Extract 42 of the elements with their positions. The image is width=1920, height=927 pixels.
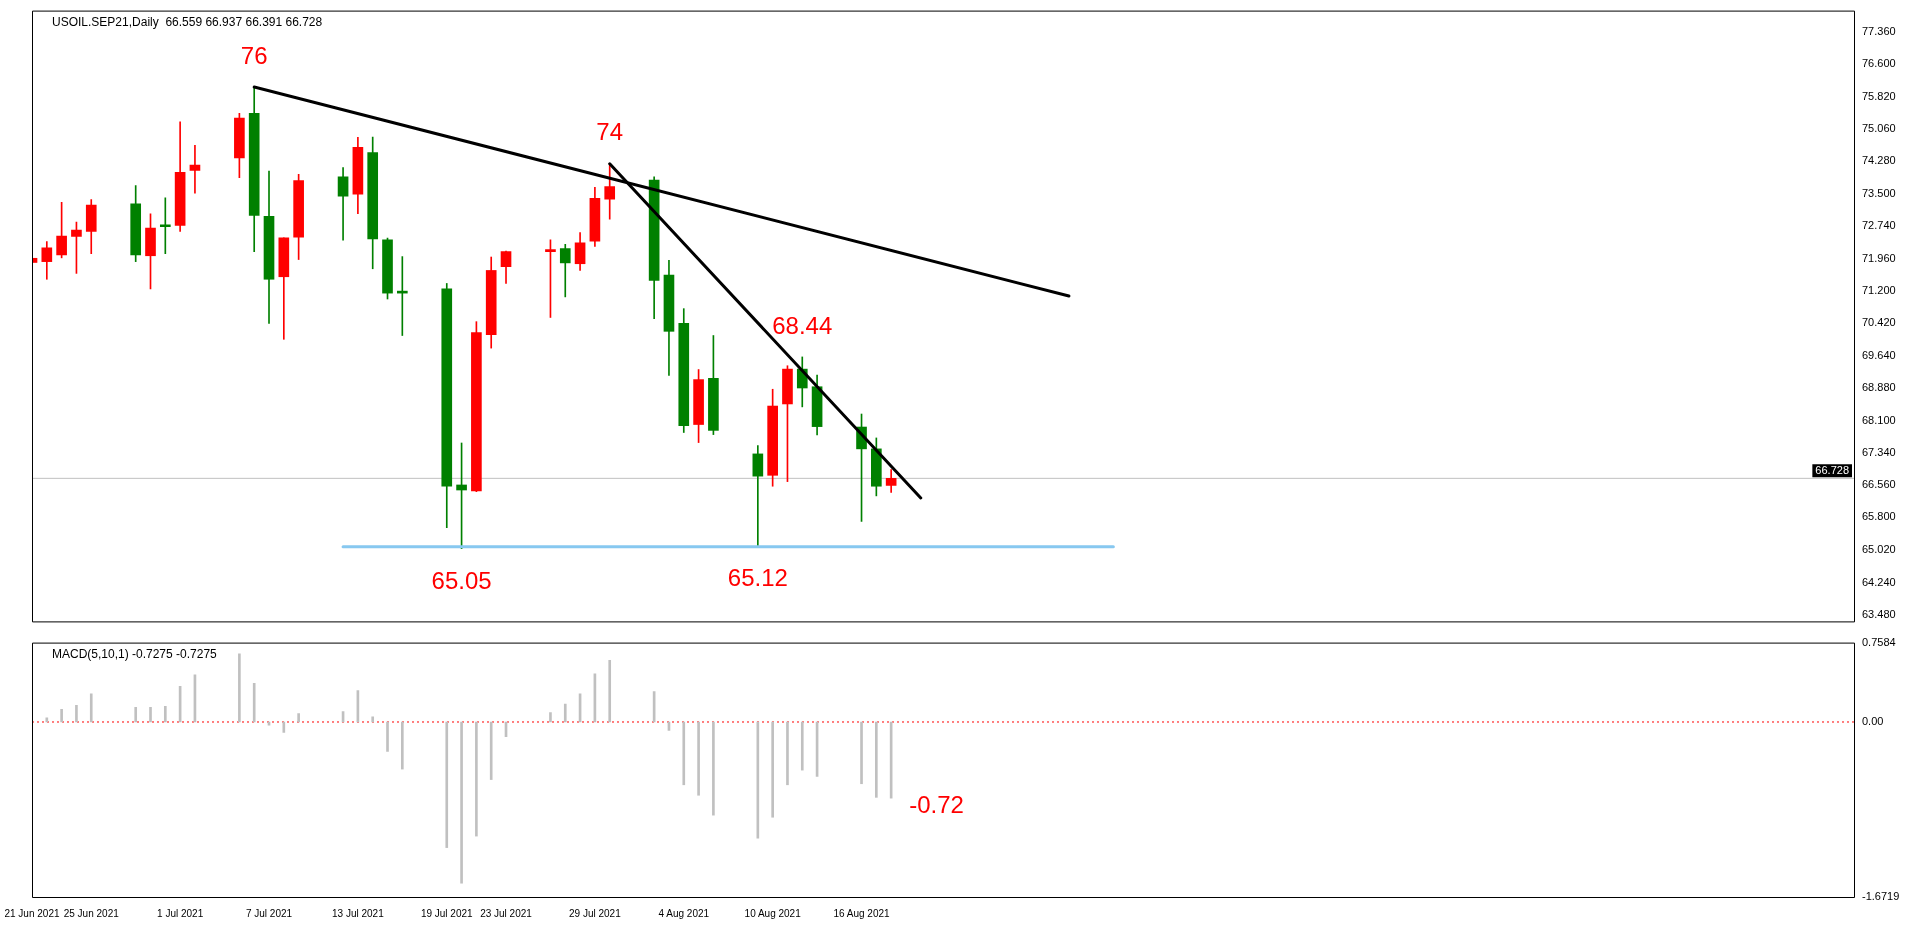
x-tick-label: 19 Jul 2021 xyxy=(420,907,474,919)
y-tick-label: 70.420 xyxy=(1862,316,1896,329)
ref-line-label: 66.728 xyxy=(1815,463,1850,476)
annotation: 65.05 xyxy=(431,567,492,595)
chart-title: USOIL.SEP21,Daily 66.559 66.937 66.391 66.728 xyxy=(52,14,323,29)
annotation: 74 xyxy=(596,118,624,146)
y-tick-label: 68.880 xyxy=(1862,381,1896,394)
y-tick-label: 65.800 xyxy=(1862,510,1896,523)
x-tick-label: 13 Jul 2021 xyxy=(332,907,385,919)
y-tick-label: 67.340 xyxy=(1862,445,1896,458)
x-tick-label: 4 Aug 2021 xyxy=(658,907,710,919)
x-tick-label: 29 Jul 2021 xyxy=(569,907,622,919)
x-tick-label: 10 Aug 2021 xyxy=(744,907,802,919)
y-tick-label: 69.640 xyxy=(1862,349,1896,362)
x-tick-label: 1 Jul 2021 xyxy=(157,907,204,919)
annotation: -0.72 xyxy=(909,790,964,818)
y-tick-label: 76.600 xyxy=(1862,56,1896,69)
y-tick-label: 75.820 xyxy=(1862,89,1896,102)
y-tick-label: 77.360 xyxy=(1862,25,1896,38)
y-tick-label: 74.280 xyxy=(1862,154,1896,167)
annotation: 65.12 xyxy=(727,564,788,592)
y-tick-label: 71.960 xyxy=(1862,251,1896,264)
annotation: 68.44 xyxy=(772,311,833,339)
y-tick-label: 73.500 xyxy=(1862,187,1896,200)
chart-title: MACD(5,10,1) -0.7275 -0.7275 xyxy=(52,646,218,661)
x-tick-label: 7 Jul 2021 xyxy=(245,907,293,919)
x-tick-label: 16 Aug 2021 xyxy=(833,907,891,919)
y-tick-label: 75.060 xyxy=(1862,121,1896,134)
x-tick-label: 25 Jun 2021 xyxy=(63,907,120,919)
y-tick-label: 63.480 xyxy=(1862,607,1896,620)
y-tick-label: 64.240 xyxy=(1862,575,1896,588)
y-tick-label: 0.00 xyxy=(1862,715,1884,728)
y-tick-label: 68.100 xyxy=(1862,413,1896,426)
y-tick-label: 0.7584 xyxy=(1862,635,1896,648)
y-tick-label: -1.6719 xyxy=(1862,890,1900,903)
y-tick-label: 66.560 xyxy=(1862,478,1896,491)
y-tick-label: 72.740 xyxy=(1862,218,1896,231)
annotation: 76 xyxy=(240,41,268,69)
y-tick-label: 71.200 xyxy=(1862,283,1896,296)
y-tick-label: 65.020 xyxy=(1862,543,1896,556)
x-tick-label: 21 Jun 2021 xyxy=(4,907,60,919)
x-tick-label: 23 Jul 2021 xyxy=(480,907,533,919)
